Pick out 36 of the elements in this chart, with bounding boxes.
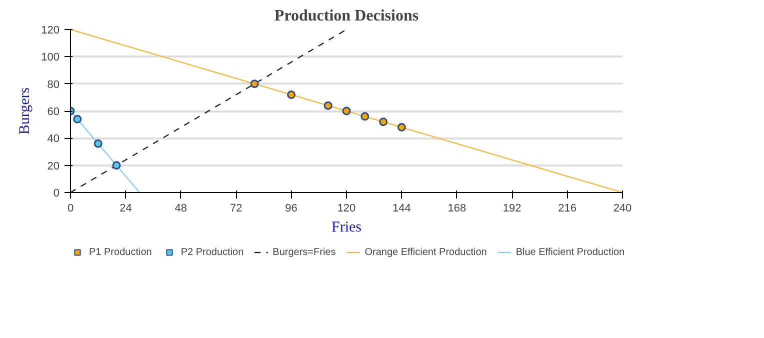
legend-label: Orange Efficient Production	[364, 246, 487, 258]
legend-label: Burgers=Fries	[272, 246, 336, 258]
y-tick-label: 120	[41, 24, 60, 36]
point	[73, 114, 82, 124]
x-tick-label: 72	[230, 202, 242, 214]
point	[342, 106, 351, 116]
x-tick-label: 168	[448, 202, 466, 214]
y-tick-label: 20	[47, 160, 60, 172]
point	[94, 139, 102, 148]
x-tick-label: 144	[392, 202, 411, 214]
x-tick-label: 216	[558, 202, 576, 214]
legend-label: Blue Efficient Production	[516, 246, 625, 258]
x-tick-label: 96	[285, 202, 298, 214]
point	[250, 80, 259, 88]
y-tick-label: 60	[47, 106, 60, 118]
x-tick-label: 120	[337, 202, 356, 214]
x-tick-label: 192	[502, 202, 522, 214]
y-tick-label: 40	[47, 133, 60, 146]
point	[112, 161, 121, 170]
point	[324, 101, 332, 110]
x-tick-label: 0	[67, 202, 74, 214]
point	[379, 118, 388, 126]
y-axis-title: Burgers	[17, 87, 34, 135]
point	[287, 90, 296, 99]
y-tick-label: 80	[47, 78, 60, 91]
x-tick-label: 48	[174, 202, 188, 214]
x-axis-title: Fries	[332, 220, 362, 236]
x-tick-label: 240	[613, 202, 632, 214]
y-tick-label: 100	[41, 52, 60, 64]
point	[397, 123, 406, 132]
y-tick-label: 0	[53, 188, 60, 200]
legend-label: P1 Production	[89, 246, 152, 258]
point	[360, 112, 370, 121]
x-tick-label: 24	[120, 202, 132, 214]
chart-title: Production Decisions	[274, 8, 419, 24]
legend-label: P2 Production	[180, 246, 244, 258]
